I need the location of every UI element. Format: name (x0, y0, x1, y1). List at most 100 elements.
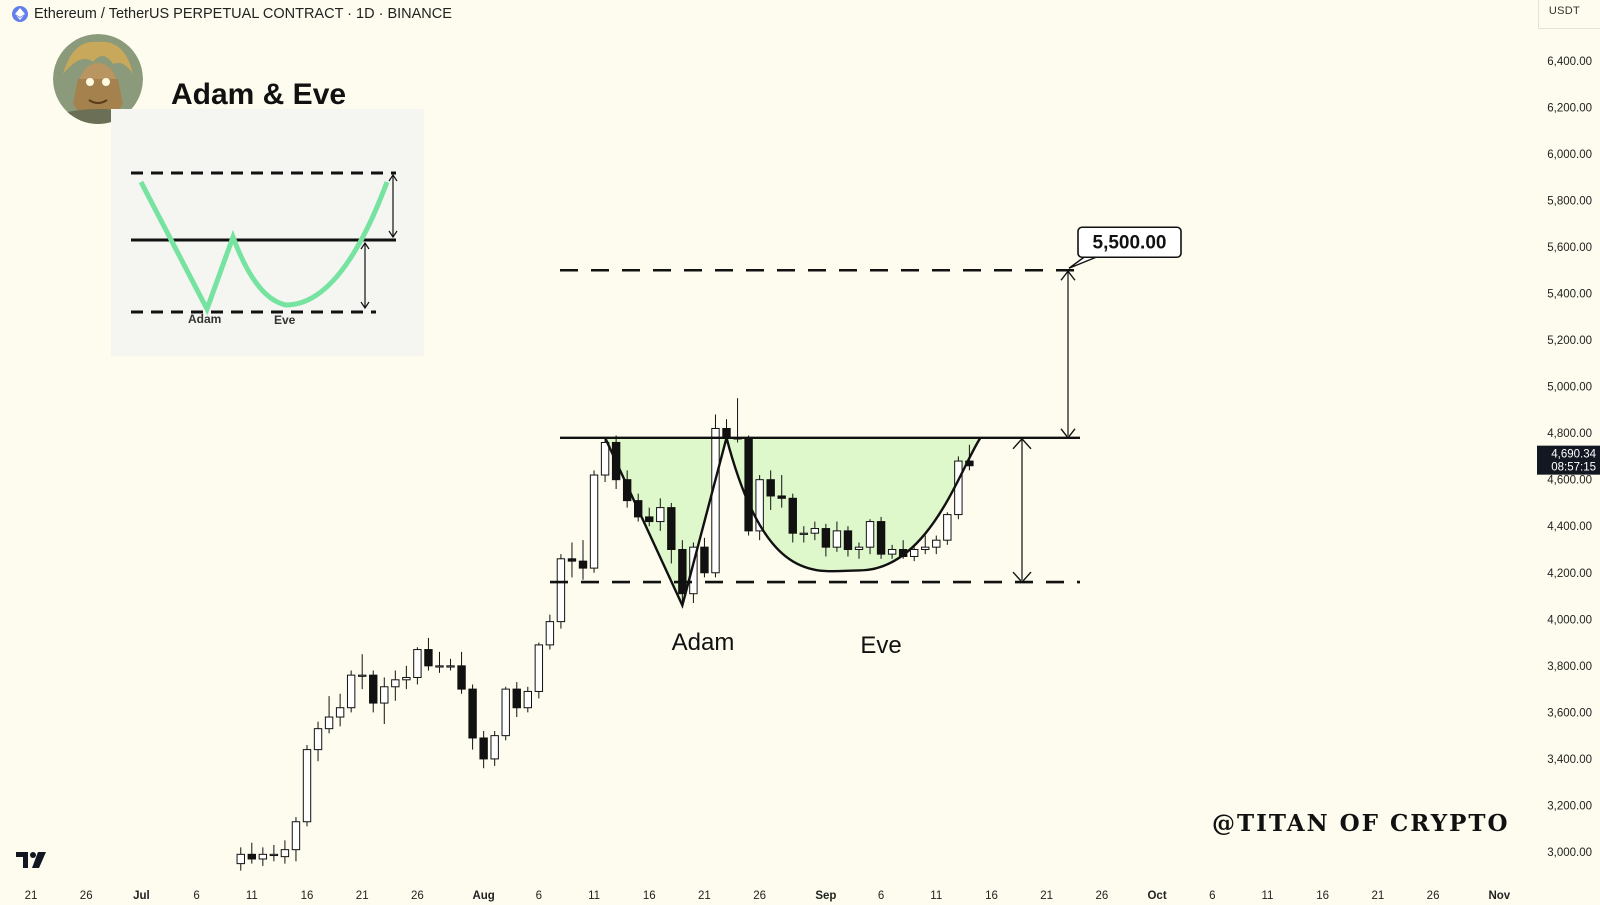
candle-body (645, 516, 654, 523)
annotation-layer: 5,500.00 Adam Eve (550, 226, 1182, 659)
anime-avatar-icon (53, 34, 143, 124)
candle (413, 647, 422, 685)
price-axis: 3,000.00 3,200.00 3,400.00 3,600.00 3,800.00… (1537, 56, 1600, 859)
price-tick-label: 3,000.00 (1547, 847, 1592, 859)
candle-body (280, 849, 290, 858)
time-tick-label: 6 (193, 890, 199, 902)
time-tick-label: 26 (80, 890, 93, 902)
chart-title: Ethereum / TetherUS PERPETUAL CONTRACT ·… (34, 6, 452, 22)
candle-body (755, 479, 764, 532)
candle (954, 456, 963, 520)
time-tick-label: 16 (985, 890, 998, 902)
candle (910, 547, 919, 562)
time-tick-label: 11 (1262, 890, 1274, 902)
target-callout-box (1077, 226, 1182, 259)
candle (589, 470, 599, 573)
candle (358, 654, 367, 690)
inset-adam-label: Adam (188, 312, 222, 326)
time-tick-label: 26 (411, 890, 424, 902)
time-tick-label: 11 (246, 890, 258, 902)
time-tick-label: Oct (1147, 890, 1166, 902)
candle-body (457, 665, 466, 690)
time-tick-label: Nov (1488, 890, 1510, 902)
time-tick-label: 21 (356, 890, 369, 902)
last-price-value: 4,690.34 (1551, 449, 1596, 461)
time-tick-label: 16 (643, 890, 656, 902)
candle-body (921, 546, 930, 550)
candle-body (700, 546, 709, 574)
candle-body (369, 674, 378, 704)
last-price-countdown: 08:57:15 (1551, 462, 1596, 474)
candle-body (545, 621, 555, 646)
candle (391, 670, 400, 701)
candle (556, 554, 566, 629)
inset-title: Adam & Eve (171, 78, 347, 111)
candle (821, 523, 831, 557)
candle (402, 665, 411, 690)
candle (523, 686, 532, 713)
chart-header[interactable]: Ethereum / TetherUS PERPETUAL CONTRACT ·… (12, 4, 452, 24)
candle-body (346, 674, 356, 709)
candle-body (865, 521, 875, 548)
candle (324, 696, 334, 734)
time-tick-label: 16 (1316, 890, 1329, 902)
candle-body (534, 644, 544, 692)
currency-label[interactable]: USDT (1548, 5, 1580, 17)
candle (932, 535, 941, 555)
candle-body (622, 479, 632, 502)
candle (810, 521, 820, 541)
candle (854, 542, 864, 559)
eve-label: Eve (860, 632, 901, 659)
ethereum-icon (12, 6, 28, 22)
candle-body (435, 665, 444, 668)
candle-body (291, 821, 301, 851)
time-tick-label: 11 (930, 890, 942, 902)
candle-body (766, 479, 775, 497)
candle (876, 516, 886, 559)
candle (280, 840, 290, 864)
candle (424, 637, 433, 671)
candle-body (512, 688, 521, 709)
currency-selector[interactable] (1538, 0, 1600, 29)
candle-body (490, 735, 499, 760)
candle (733, 398, 742, 443)
candle (622, 470, 632, 508)
candle-body (247, 853, 257, 860)
candle-body (578, 560, 588, 569)
candle-body (446, 665, 455, 668)
candle (744, 435, 753, 536)
candle (291, 817, 301, 862)
candle-body (656, 507, 665, 523)
time-tick-label: 6 (536, 890, 542, 902)
candle (545, 614, 555, 650)
eve-outline (725, 437, 982, 573)
adam-outline (603, 437, 728, 609)
candle-body (567, 558, 577, 562)
candle (534, 642, 544, 699)
tradingview-logo-icon[interactable] (16, 852, 46, 873)
time-tick-label: 11 (588, 890, 600, 902)
arrowhead (1012, 437, 1032, 450)
time-tick-label: 26 (753, 890, 766, 902)
price-tick-label: 4,200.00 (1547, 568, 1592, 580)
price-tick-label: 5,000.00 (1547, 382, 1592, 394)
target-price-label: 5,500.00 (1093, 232, 1167, 253)
candle-body (413, 649, 422, 678)
candle-body (678, 548, 687, 595)
candle-body (556, 558, 566, 623)
candle (501, 686, 510, 741)
time-tick-label: Sep (815, 890, 836, 902)
candle (600, 437, 610, 483)
candle-body (821, 528, 831, 548)
candle (567, 542, 577, 578)
time-tick-label: 21 (1040, 890, 1053, 902)
candle-body (777, 495, 786, 499)
candle-body (689, 546, 698, 595)
candle-body (887, 548, 897, 555)
candle-body (667, 507, 676, 550)
time-tick-label: 26 (1095, 890, 1108, 902)
candle (832, 521, 842, 552)
inset-eve-label: Eve (274, 313, 296, 327)
candle (446, 658, 455, 671)
